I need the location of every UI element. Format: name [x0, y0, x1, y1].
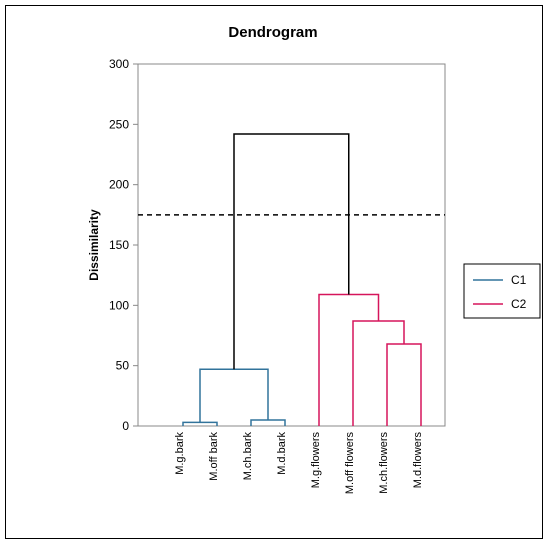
merge-link-5 — [318, 293, 380, 426]
merge-link-4 — [352, 320, 405, 426]
y-tick-label-150: 150 — [109, 238, 129, 252]
y-tick-label-250: 250 — [109, 117, 129, 131]
leaf-labels: M.g.bark M.off bark M.ch.bark M.d.bark M.g.f… — [174, 432, 424, 495]
leaf-label-1: M.off bark — [208, 432, 220, 481]
merge-link-2 — [199, 368, 269, 423]
merge-link-1 — [250, 419, 286, 426]
dendrogram-links — [182, 133, 422, 426]
leaf-label-7: M.d.flowers — [412, 432, 424, 489]
chart-title: Dendrogram — [228, 24, 317, 41]
plot-area — [137, 63, 446, 427]
y-axis: 0 50 100 150 200 250 300 — [109, 57, 138, 433]
y-tick-label-200: 200 — [109, 178, 129, 192]
merge-link-0 — [182, 421, 218, 426]
leaf-label-5: M.off flowers — [344, 432, 356, 495]
leaf-label-6: M.ch.flowers — [378, 432, 390, 494]
leaf-label-4: M.g.flowers — [310, 432, 322, 489]
y-tick-label-300: 300 — [109, 57, 129, 71]
y-tick-label-0: 0 — [122, 419, 129, 433]
chart-frame — [5, 5, 543, 539]
merge-link-3 — [386, 343, 422, 426]
y-axis-label: Dissimilarity — [87, 209, 101, 281]
legend: C1 C2 — [463, 263, 541, 319]
leaf-label-0: M.g.bark — [174, 432, 186, 475]
leaf-label-3: M.d.bark — [276, 432, 288, 475]
legend-label-c1: C1 — [511, 273, 527, 287]
leaf-label-2: M.ch.bark — [242, 432, 254, 481]
legend-label-c2: C2 — [511, 297, 527, 311]
merge-link-6 — [233, 133, 350, 370]
legend-box — [463, 263, 541, 319]
y-tick-label-50: 50 — [116, 359, 130, 373]
y-tick-label-100: 100 — [109, 298, 129, 312]
